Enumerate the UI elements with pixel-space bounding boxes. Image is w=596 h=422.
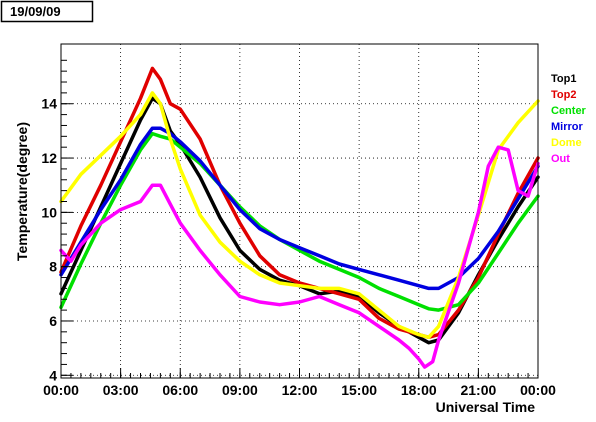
x-tick-label: 03:00 (103, 382, 139, 398)
x-tick-label: 09:00 (222, 382, 258, 398)
x-tick-label: 00:00 (43, 382, 79, 398)
legend-entry-top2: Top2 (551, 89, 576, 101)
x-tick-label: 15:00 (341, 382, 377, 398)
y-tick-label: 6 (49, 313, 57, 329)
legend-entry-top1: Top1 (551, 73, 576, 85)
legend-entry-dome: Dome (551, 137, 582, 149)
y-tick-label: 8 (49, 259, 57, 275)
series-line-mirror (59, 126, 540, 291)
axes: 00:00 03:00 06:00 09:00 12:00 15:00 18:00 21:00… (41, 59, 556, 398)
legend: Top1 Top2 Center Mirror Dome Out (551, 73, 587, 165)
x-tick-label: 00:00 (520, 382, 556, 398)
date-label: 19/09/09 (10, 4, 61, 19)
plot-area (59, 66, 540, 369)
x-tick-label: 06:00 (162, 382, 198, 398)
series-line-top2 (59, 66, 540, 340)
series-line-dome (59, 91, 540, 340)
legend-entry-center: Center (551, 105, 587, 117)
x-tick-label: 21:00 (460, 382, 496, 398)
legend-entry-out: Out (551, 153, 570, 165)
x-tick-label: 12:00 (282, 382, 318, 398)
legend-entry-mirror: Mirror (551, 121, 584, 133)
y-tick-label: 10 (41, 204, 57, 220)
y-tick-label: 12 (41, 150, 57, 166)
series-line-out (59, 145, 540, 369)
x-axis-title: Universal Time (436, 399, 536, 415)
x-tick-label: 18:00 (401, 382, 437, 398)
y-axis-title: Temperature(degree) (14, 122, 30, 261)
y-tick-label: 14 (41, 96, 57, 112)
y-tick-label: 4 (49, 367, 57, 383)
date-label-box: 19/09/09 (0, 0, 94, 23)
